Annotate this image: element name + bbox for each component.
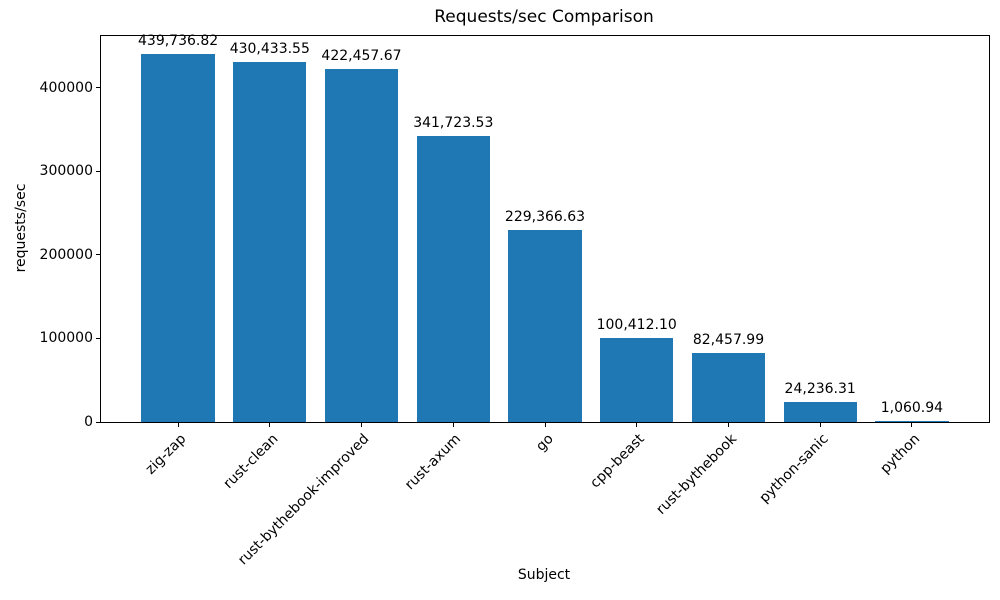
x-tick-label-text: rust-bythebook (653, 431, 740, 518)
bar-value-label: 1,060.94 (880, 400, 944, 416)
x-tick-label-text: python (877, 431, 924, 477)
x-axis-tick (544, 422, 546, 427)
bar-python (875, 421, 949, 422)
y-axis-tick (96, 170, 101, 172)
bar-value-label: 439,736.82 (138, 33, 219, 50)
y-axis-tick (96, 421, 101, 423)
bar-value-label: 229,366.63 (504, 209, 586, 226)
y-tick-label: 0 (84, 414, 93, 430)
y-tick-label: 300000 (39, 163, 93, 180)
bar-python-sanic (783, 401, 857, 422)
y-axis-label: requests/sec (13, 183, 29, 273)
x-axis-label: Subject (517, 567, 571, 583)
x-axis-tick (361, 422, 362, 427)
bar-value-label: 100,412.10 (596, 317, 677, 334)
bar-rust-axum (416, 136, 490, 422)
bar-go (508, 230, 582, 422)
y-axis-tick (96, 337, 101, 339)
x-axis-tick (728, 422, 729, 427)
bar-value-label: 341,723.53 (413, 115, 494, 132)
x-tick-label-text: rust-axum (402, 431, 465, 494)
x-tick-label-text: python-sanic (756, 431, 832, 507)
bar-cpp-beast (600, 338, 674, 422)
bar-value-label: 24,236.31 (784, 380, 856, 397)
x-tick-label-text: rust-clean (220, 431, 282, 492)
y-tick-label: 100000 (39, 330, 93, 347)
bar-zig-zap (141, 54, 215, 422)
x-axis-tick (452, 422, 454, 427)
x-axis-tick (819, 422, 821, 427)
y-tick-label: 200000 (39, 246, 93, 263)
x-tick-label-text: go (532, 431, 557, 455)
y-axis-tick (96, 87, 101, 89)
bar-value-label: 430,433.55 (229, 41, 310, 58)
x-axis-tick (636, 422, 638, 427)
chart-title: Requests/sec Comparison (434, 7, 654, 27)
x-axis-tick (911, 422, 913, 427)
plot-area: 439,736.82 zig-zap 430,433.55 rust-clean 422… (40, 33, 990, 568)
x-tick-label-text: cpp-beast (587, 431, 649, 492)
x-tick-label-text: zig-zap (142, 431, 190, 478)
bar-rust-bythebook (691, 353, 766, 422)
bar-value-label: 82,457.99 (692, 332, 765, 349)
bar-rust-bythebook-improved (324, 68, 399, 422)
y-axis-tick (96, 254, 101, 256)
x-axis-tick (269, 422, 271, 427)
bar-value-label: 422,457.67 (321, 47, 402, 64)
bar-rust-clean (233, 62, 307, 422)
x-axis-tick (177, 422, 179, 427)
y-tick-label: 400000 (39, 79, 93, 96)
